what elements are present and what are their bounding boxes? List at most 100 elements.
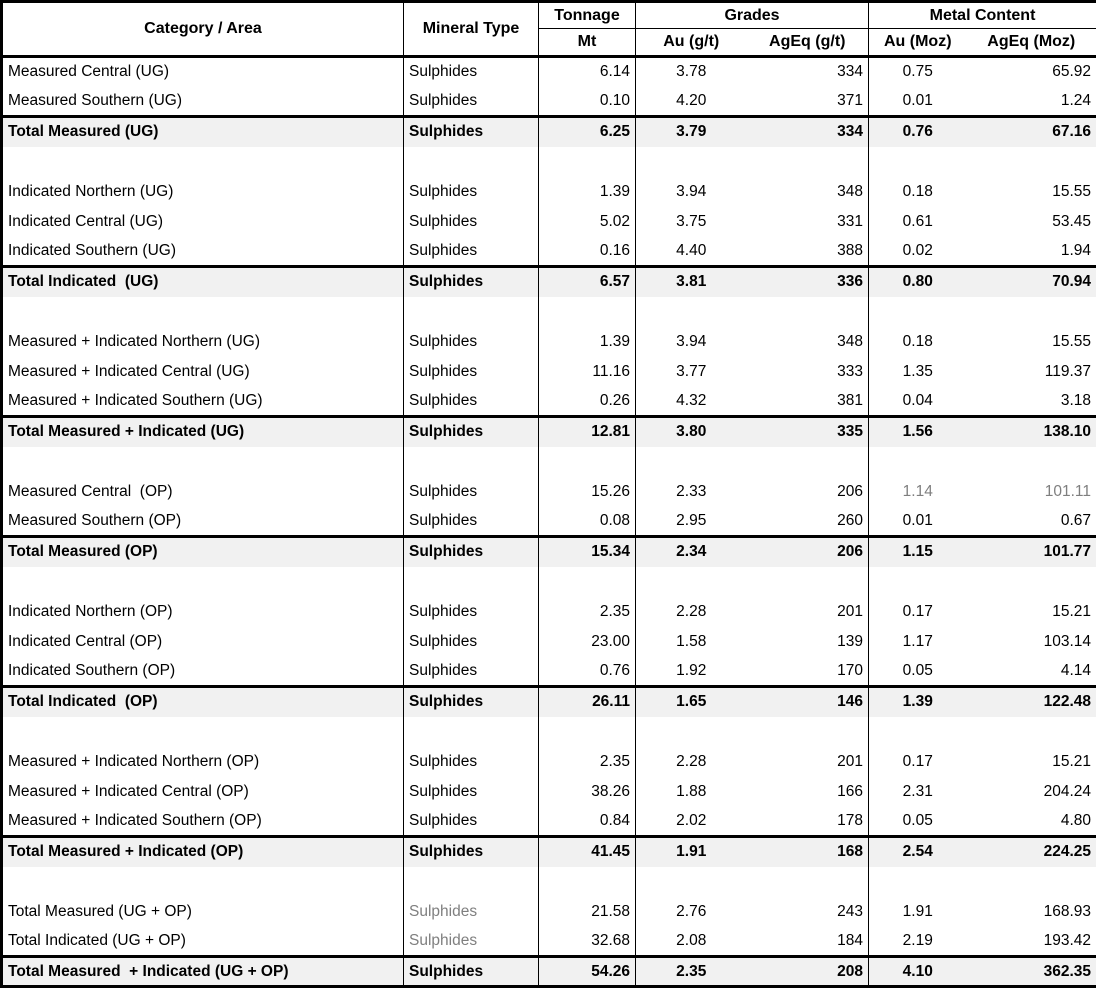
cell-tonnage: 41.45 [538,835,636,867]
cell-tonnage: 12.81 [538,415,636,447]
cell-au-gpt: 3.78 [676,63,707,81]
cell-mineral: Sulphides [403,835,539,867]
cell-ageq-moz: 1.94 [1060,241,1092,259]
cell-au-gpt [636,147,747,177]
cell-au-gpt [636,297,747,327]
cell-mineral: Sulphides [403,656,539,687]
cell-category: Measured + Indicated Northern (OP) [1,746,404,777]
total-row: Total Measured + Indicated (UG + OP) Sulp… [1,955,1096,987]
cell-tonnage: 0.10 [538,86,636,117]
cell-category [1,566,404,597]
cell-au-gpt: 4.32 [676,391,707,409]
spacer-row [1,146,1096,177]
data-row: Indicated Central (UG) Sulphides 5.02 3.75 3… [1,206,1096,237]
cell-mineral: Sulphides [403,596,539,627]
cell-category [1,296,404,327]
header-ageq-gpt: AgEq (g/t) [746,28,870,58]
cell-au-gpt [636,567,747,597]
cell-ageq-moz [967,297,1096,327]
data-row: Measured + Indicated Southern (UG) Sulphi… [1,386,1096,417]
cell-ageq-moz: 15.55 [1052,332,1092,350]
cell-tonnage: 2.35 [538,746,636,777]
cell-tonnage: 0.16 [538,236,636,267]
cell-au-gpt: 3.77 [676,362,707,380]
cell-au-moz [869,567,967,597]
cell-category [1,866,404,897]
cell-ageq-gpt: 333 [746,356,870,387]
cell-au-gpt: 1.88 [676,782,707,800]
cell-au-moz: 1.15 [868,535,967,567]
cell-ageq-moz: 168.93 [1043,902,1092,920]
cell-au-moz: 0.04 [902,391,933,409]
header-metal-content-group: Metal Content [868,1,1096,29]
data-row: Indicated Southern (UG) Sulphides 0.16 4.40… [1,236,1096,267]
cell-au-moz: 1.14 [902,482,933,500]
cell-au-gpt: 2.33 [676,482,707,500]
cell-category: Indicated Northern (UG) [1,176,404,207]
cell-au-moz: 0.01 [902,91,933,109]
cell-au-gpt [636,447,747,477]
cell-category: Indicated Southern (OP) [1,656,404,687]
cell-mineral: Sulphides [403,535,539,567]
cell-ageq-gpt [746,146,870,177]
cell-au-moz: 0.18 [902,332,933,350]
cell-category [1,446,404,477]
cell-tonnage: 21.58 [538,896,636,927]
cell-ageq-moz: 15.55 [1052,182,1092,200]
cell-category: Measured + Indicated Southern (UG) [1,386,404,417]
cell-au-moz: 2.31 [902,782,933,800]
cell-ageq-gpt: 348 [746,326,870,357]
cell-category: Indicated Central (OP) [1,626,404,657]
cell-au-moz [869,297,967,327]
cell-mineral: Sulphides [403,356,539,387]
total-row: Total Indicated (OP) Sulphides 26.11 1.65 14… [1,685,1096,717]
cell-ageq-moz: 103.14 [1043,632,1092,650]
cell-category: Total Measured (UG + OP) [1,896,404,927]
cell-mineral: Sulphides [403,776,539,807]
cell-tonnage: 38.26 [538,776,636,807]
cell-ageq-moz: 67.16 [966,115,1096,147]
cell-ageq-moz: 65.92 [1052,63,1092,81]
cell-au-gpt: 2.02 [676,811,707,829]
cell-mineral: Sulphides [403,326,539,357]
cell-tonnage: 0.76 [538,656,636,687]
cell-tonnage: 26.11 [538,685,636,717]
cell-tonnage [538,716,636,747]
cell-tonnage: 5.02 [538,206,636,237]
cell-au-gpt [636,867,747,897]
cell-au-gpt: 4.40 [676,241,707,259]
cell-au-gpt: 2.28 [676,752,707,770]
cell-ageq-gpt: 348 [746,176,870,207]
cell-mineral: Sulphides [403,806,539,837]
cell-category: Measured + Indicated Northern (UG) [1,326,404,357]
cell-ageq-moz: 15.21 [1052,602,1092,620]
cell-ageq-gpt: 170 [746,656,870,687]
cell-tonnage [538,296,636,327]
cell-tonnage: 1.39 [538,176,636,207]
cell-ageq-gpt: 146 [746,685,870,717]
cell-ageq-moz: 53.45 [1052,212,1092,230]
cell-mineral: Sulphides [403,955,539,987]
cell-category: Measured + Indicated Central (OP) [1,776,404,807]
cell-ageq-moz: 15.21 [1052,752,1092,770]
cell-tonnage: 11.16 [538,356,636,387]
cell-au-gpt: 2.95 [676,511,707,529]
cell-category: Measured Central (UG) [1,56,404,87]
cell-ageq-moz: 101.77 [966,535,1096,567]
cell-ageq-gpt: 139 [746,626,870,657]
cell-mineral: Sulphides [403,236,539,267]
cell-tonnage [538,866,636,897]
cell-tonnage: 1.39 [538,326,636,357]
total-row: Total Measured (OP) Sulphides 15.34 2.34 206… [1,535,1096,567]
cell-au-moz: 0.02 [902,241,933,259]
cell-au-moz: 0.05 [902,661,933,679]
cell-au-moz: 0.75 [902,63,933,81]
cell-ageq-moz: 4.80 [1060,811,1092,829]
header-grades-group: Grades [635,1,870,29]
cell-mineral: Sulphides [403,626,539,657]
cell-category: Total Indicated (UG) [1,265,404,297]
cell-au-gpt: 4.20 [676,91,707,109]
cell-ageq-gpt: 381 [746,386,870,417]
cell-mineral: Sulphides [403,415,539,447]
